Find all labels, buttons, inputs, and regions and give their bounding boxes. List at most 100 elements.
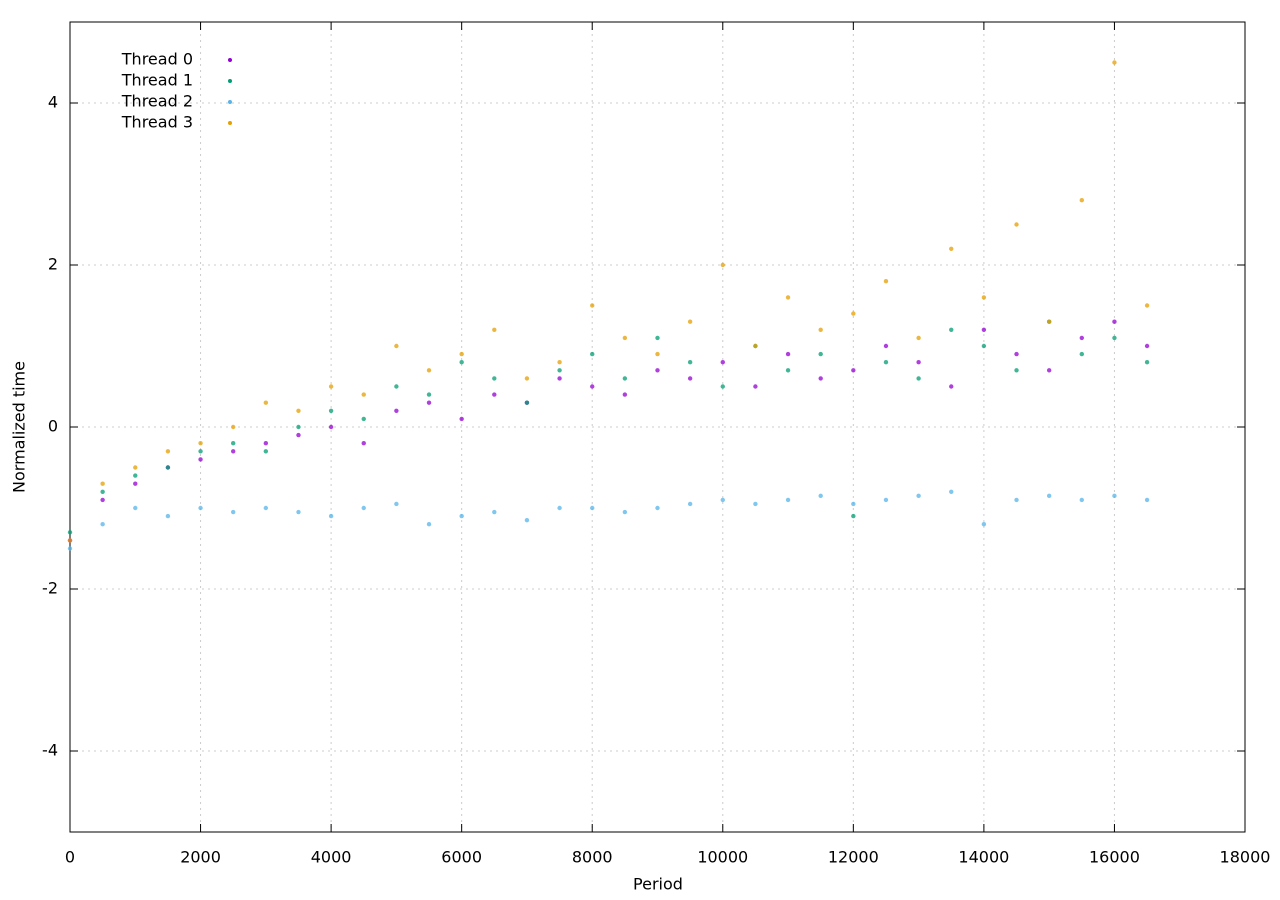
point [426, 400, 432, 405]
y-tick-label: 2 [48, 255, 58, 274]
x-tick-label: 4000 [311, 848, 352, 867]
point [1014, 222, 1019, 227]
point [1112, 319, 1117, 324]
point [100, 481, 105, 486]
point [524, 400, 530, 405]
legend-marker [228, 79, 232, 83]
x-tick-label: 0 [65, 848, 75, 867]
legend-label: Thread 3 [121, 113, 193, 132]
point [1144, 303, 1150, 308]
point [165, 449, 171, 454]
point [165, 465, 171, 470]
point [557, 360, 562, 365]
point [949, 489, 954, 494]
point [67, 530, 73, 535]
point [687, 501, 693, 507]
point [622, 335, 628, 341]
point [883, 343, 889, 349]
point [133, 481, 138, 486]
point [524, 376, 530, 381]
point [198, 505, 203, 511]
point [459, 416, 464, 422]
point [296, 424, 301, 430]
point [949, 384, 954, 389]
y-tick-label: 4 [48, 93, 58, 112]
point [394, 408, 399, 413]
x-tick-label: 10000 [697, 848, 748, 867]
point [133, 465, 138, 470]
legend-marker [228, 100, 232, 104]
point [720, 497, 725, 503]
y-tick-label: -4 [42, 741, 58, 760]
point [133, 505, 138, 511]
point [818, 493, 823, 499]
point [100, 522, 105, 527]
y-tick-label: -2 [42, 579, 58, 598]
point [394, 384, 399, 389]
point [133, 473, 138, 478]
point [655, 505, 660, 511]
point [1144, 343, 1150, 349]
point [622, 392, 628, 397]
point [981, 343, 987, 349]
x-tick-label: 2000 [180, 848, 221, 867]
point [818, 376, 823, 381]
point [590, 384, 595, 389]
point [785, 295, 791, 300]
point [1046, 493, 1052, 499]
point [557, 368, 562, 373]
point [492, 509, 497, 515]
point [165, 513, 171, 519]
point [1046, 319, 1052, 324]
point [1112, 335, 1117, 341]
point [1079, 335, 1085, 341]
point [883, 360, 889, 365]
point [753, 384, 758, 389]
point [916, 335, 921, 341]
point [100, 497, 105, 503]
point [753, 501, 758, 507]
point [492, 392, 497, 397]
point [1144, 360, 1150, 365]
point [851, 513, 856, 519]
point [655, 335, 660, 341]
point [394, 501, 399, 507]
point [426, 392, 432, 397]
point [851, 501, 856, 507]
point [590, 505, 595, 511]
point [524, 517, 530, 523]
point [426, 522, 432, 527]
point [655, 368, 660, 373]
point [263, 441, 269, 446]
point [67, 538, 73, 543]
point [361, 392, 366, 397]
point [296, 432, 301, 438]
point [459, 360, 464, 365]
y-axis-label: Normalized time [10, 361, 29, 493]
x-axis-label: Period [633, 875, 683, 894]
point [949, 327, 954, 332]
point [655, 351, 660, 357]
point [883, 279, 889, 284]
x-tick-label: 6000 [441, 848, 482, 867]
y-tick-label: 0 [48, 417, 58, 436]
point [720, 360, 725, 365]
point [916, 360, 921, 365]
point [720, 262, 725, 268]
point [263, 449, 269, 454]
point [949, 246, 954, 251]
point [328, 408, 334, 413]
point [687, 376, 693, 381]
point [981, 327, 987, 332]
x-tick-label: 16000 [1089, 848, 1140, 867]
point [296, 408, 301, 413]
point [916, 493, 921, 499]
x-tick-label: 14000 [958, 848, 1009, 867]
legend-label: Thread 1 [121, 71, 193, 90]
point [198, 449, 203, 454]
x-tick-label: 12000 [828, 848, 879, 867]
point [361, 505, 366, 511]
point [622, 376, 628, 381]
x-tick-label: 18000 [1220, 848, 1271, 867]
